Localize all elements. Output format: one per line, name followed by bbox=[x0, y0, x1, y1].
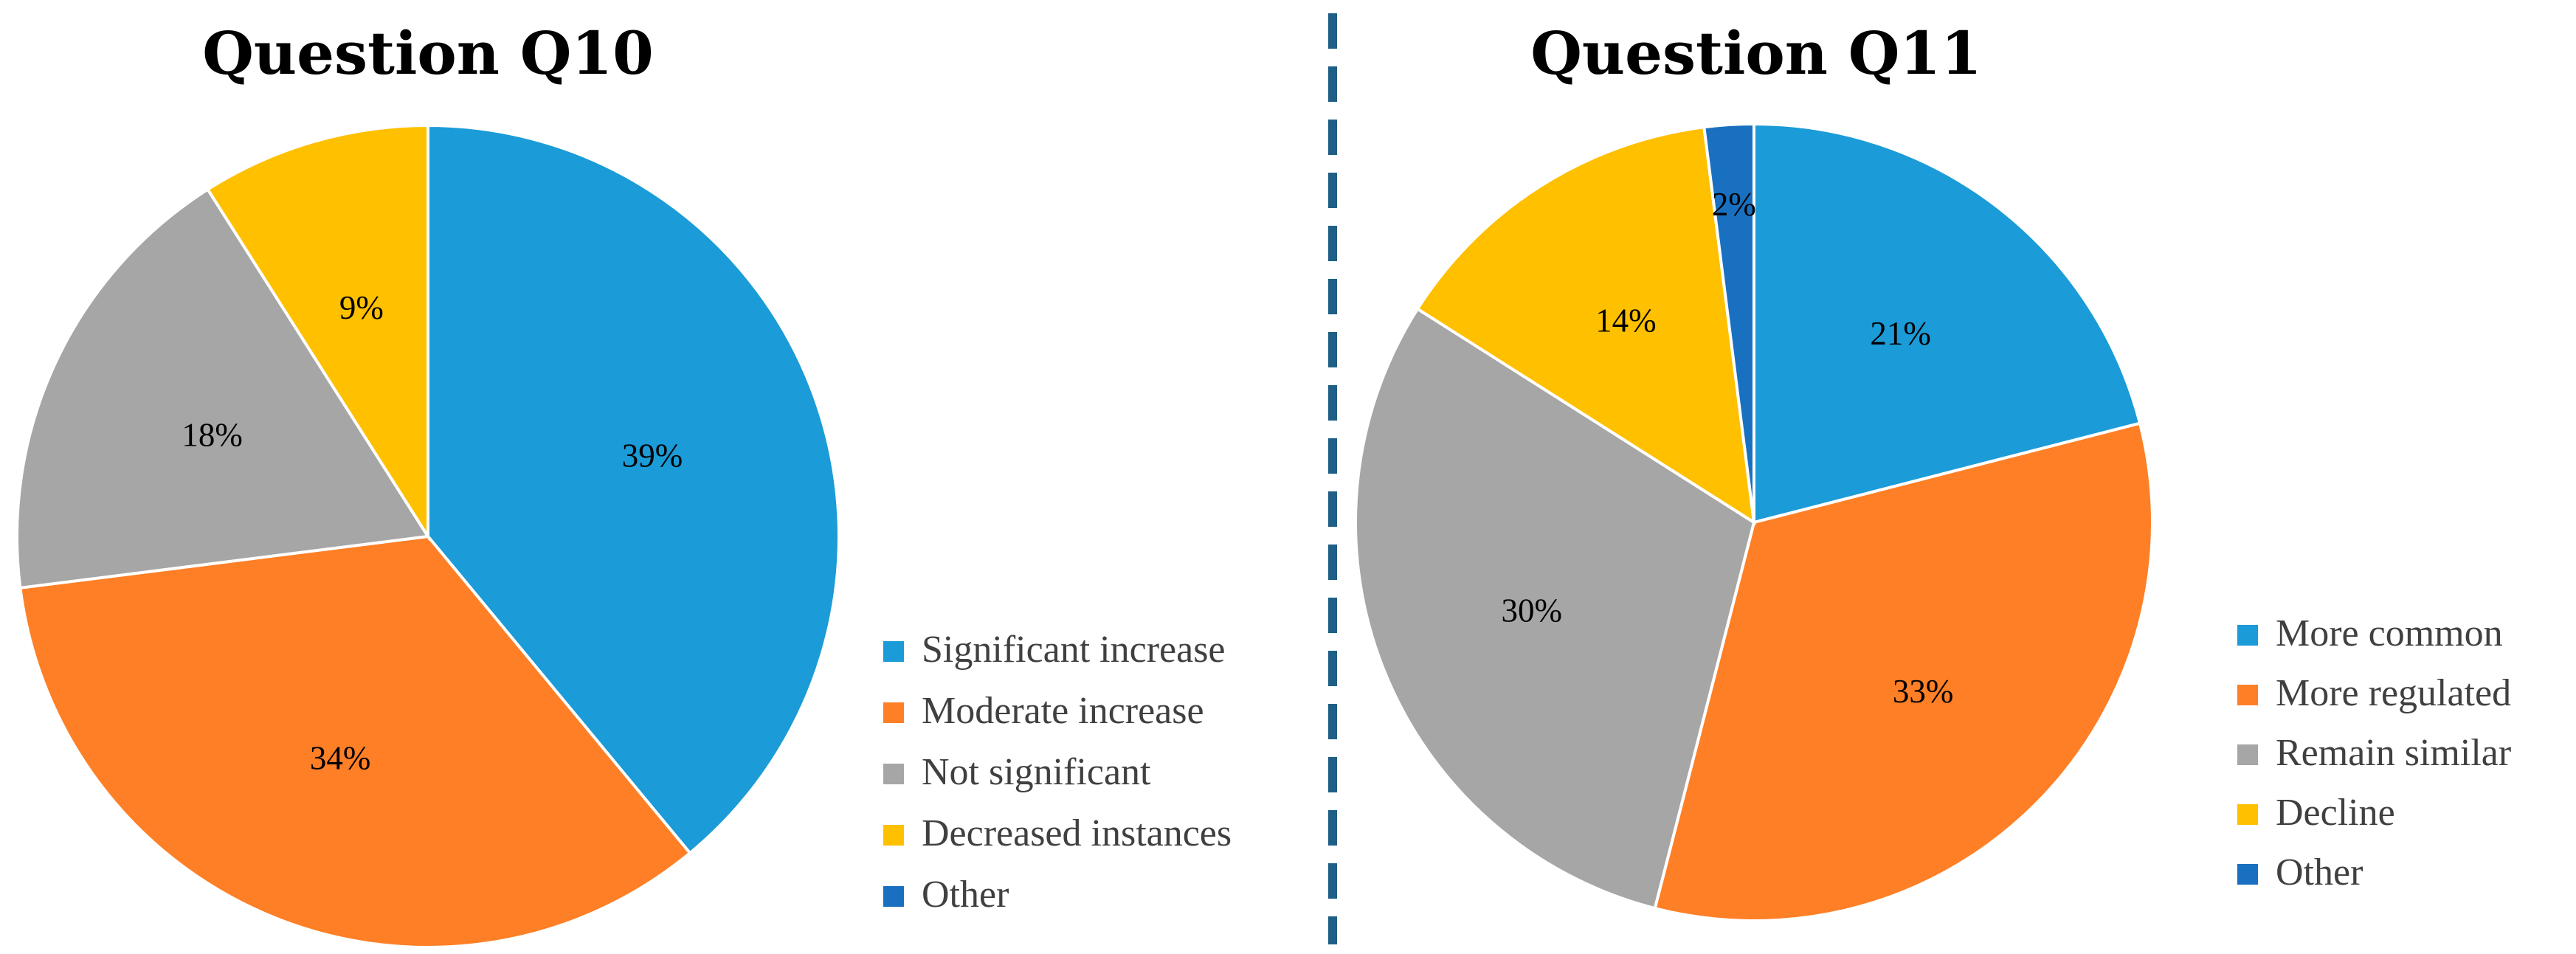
data-label-significant-increase-q10: 39% bbox=[622, 438, 683, 474]
pie-slice-other-q11 bbox=[1702, 122, 1755, 523]
legend-label-more-regulated-q11: More regulated bbox=[2276, 672, 2511, 714]
legend-label-decline-q11: Decline bbox=[2276, 792, 2395, 834]
legend-q10: Significant increase Moderate increase Not… bbox=[883, 629, 1232, 916]
pie-slice-remain-similar-q11 bbox=[1354, 306, 1756, 910]
pie-slice-decreased-instances-q10 bbox=[205, 123, 429, 542]
data-label-more-common-q11: 21% bbox=[1870, 315, 1931, 352]
pie-slice-moderate-increase-q10 bbox=[18, 534, 692, 949]
legend-swatch-other-q11 bbox=[2237, 864, 2258, 885]
pie-slice-not-significant-q10 bbox=[15, 187, 431, 590]
legend-swatch-decline-q11 bbox=[2237, 804, 2258, 825]
legend-label-significant-increase-q10: Significant increase bbox=[922, 629, 1226, 671]
pie-chart-q11: Question Q11 21%33%30%14%2% More commonM… bbox=[1354, 18, 2511, 922]
legend-swatch-moderate-increase-q10 bbox=[883, 702, 904, 723]
legend-q11: More common More regulated Remain similar D… bbox=[2237, 612, 2511, 893]
legend-swatch-significant-increase-q10 bbox=[883, 641, 904, 662]
legend-swatch-remain-similar-q11 bbox=[2237, 744, 2258, 765]
chart-title-q10: Question Q10 bbox=[202, 18, 654, 88]
data-label-remain-similar-q11: 30% bbox=[1502, 592, 1563, 629]
data-label-decline-q11: 14% bbox=[1595, 302, 1657, 339]
chart-title-q11: Question Q11 bbox=[1530, 18, 1982, 88]
data-label-moderate-increase-q10: 34% bbox=[310, 739, 371, 776]
pie-slice-more-common-q11 bbox=[1753, 122, 2142, 525]
data-label-not-significant-q10: 18% bbox=[182, 416, 243, 453]
legend-swatch-decreased-instances-q10 bbox=[883, 825, 904, 846]
legend-label-not-significant-q10: Not significant bbox=[922, 751, 1151, 793]
legend-swatch-not-significant-q10 bbox=[883, 764, 904, 784]
legend-label-moderate-increase-q10: Moderate increase bbox=[922, 690, 1204, 732]
pie-slice-more-regulated-q11 bbox=[1653, 421, 2154, 922]
data-label-decreased-instances-q10: 9% bbox=[339, 289, 384, 326]
legend-label-other-q11: Other bbox=[2276, 851, 2363, 893]
legend-swatch-more-common-q11 bbox=[2237, 625, 2258, 646]
data-label-other-q11: 2% bbox=[1712, 186, 1756, 223]
legend-label-decreased-instances-q10: Decreased instances bbox=[922, 812, 1232, 854]
legend-label-other-q10: Other bbox=[922, 874, 1009, 916]
pie-slice-significant-increase-q10 bbox=[427, 123, 840, 855]
legend-swatch-other-q10 bbox=[883, 886, 904, 907]
pie-slice-decline-q11 bbox=[1415, 125, 1756, 525]
legend-label-remain-similar-q11: Remain similar bbox=[2276, 732, 2511, 774]
pie-chart-q10: Question Q10 39% 34% 18% 9% Significant inc… bbox=[15, 18, 1232, 949]
data-label-more-regulated-q11: 33% bbox=[1893, 673, 1954, 710]
legend-label-more-common-q11: More common bbox=[2276, 612, 2503, 654]
legend-swatch-more-regulated-q11 bbox=[2237, 685, 2258, 705]
